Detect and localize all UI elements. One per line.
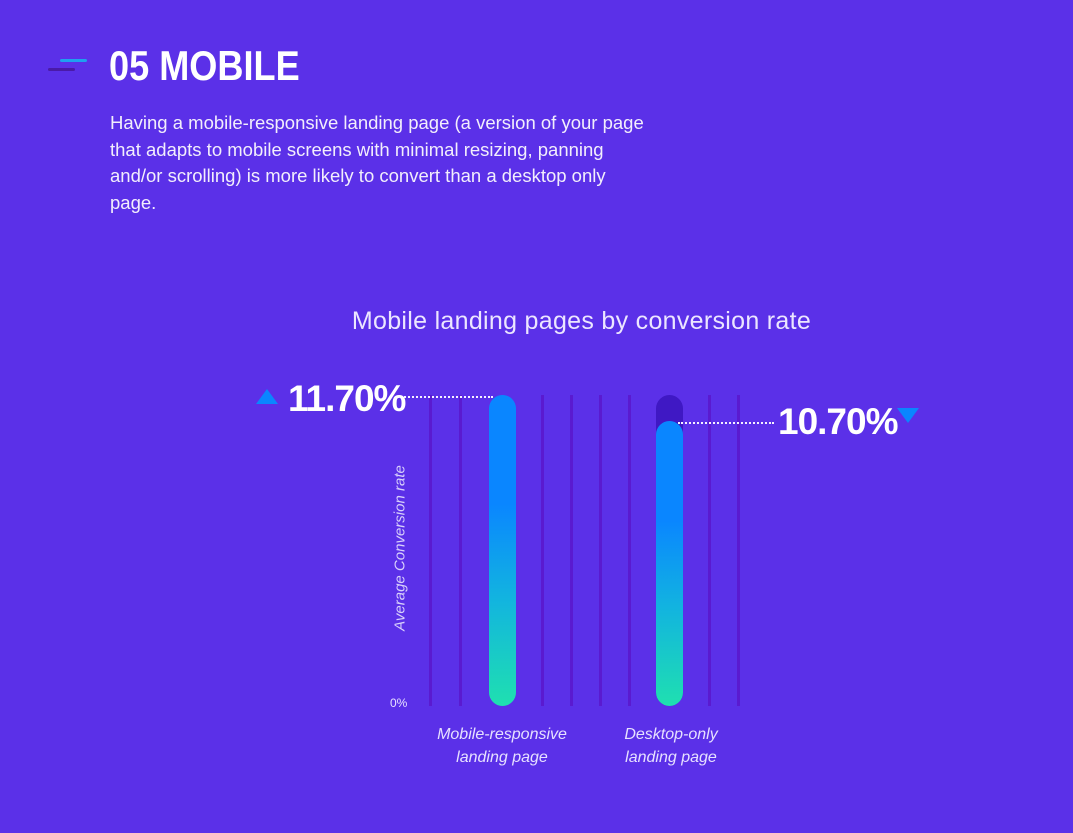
accent-line-cyan <box>60 59 87 62</box>
value-label-mobile: 11.70% <box>288 378 406 419</box>
description-text: Having a mobile-responsive landing page … <box>110 112 644 213</box>
gridline <box>459 395 462 706</box>
page-title: 05 MOBILE <box>109 42 300 89</box>
gridline <box>541 395 544 706</box>
gridline <box>570 395 573 706</box>
x-label-line: landing page <box>456 749 548 766</box>
y-axis-label: Average Conversion rate <box>391 465 409 631</box>
accent-line-purple <box>48 68 75 71</box>
x-label-line: Mobile-responsive <box>437 726 567 743</box>
x-label-line: Desktop-only <box>624 726 718 743</box>
bar-desktop-only <box>656 421 683 706</box>
gridline <box>599 395 602 706</box>
gridline <box>628 395 631 706</box>
x-label-desktop: Desktop-only landing page <box>571 723 771 769</box>
gridline <box>429 395 432 706</box>
chart-title: Mobile landing pages by conversion rate <box>351 307 812 335</box>
leader-line-desktop <box>678 422 774 424</box>
down-triangle-icon <box>897 408 919 423</box>
bar-mobile-responsive <box>489 395 516 706</box>
gridline <box>737 395 740 706</box>
leader-line-mobile <box>397 396 493 398</box>
x-label-mobile: Mobile-responsive landing page <box>402 723 602 769</box>
gridline <box>708 395 711 706</box>
x-label-line: landing page <box>625 749 717 766</box>
y-tick-zero: 0% <box>390 696 408 710</box>
value-label-desktop: 10.70% <box>778 401 898 442</box>
up-triangle-icon <box>256 389 278 404</box>
